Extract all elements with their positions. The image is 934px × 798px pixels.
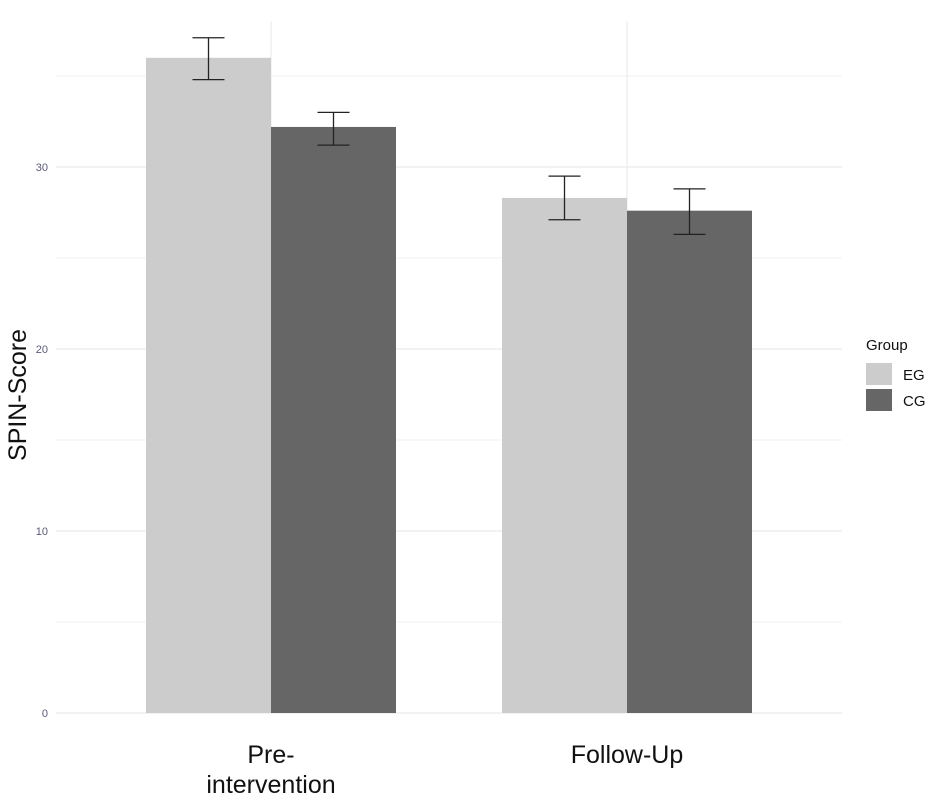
legend-swatch-cg [866, 389, 892, 411]
bars-layer [146, 57, 752, 714]
legend-swatch-eg [866, 363, 892, 385]
y-axis-ticks: 0 10 20 30 [36, 162, 48, 720]
x-tick-label: Follow-Up [571, 741, 684, 769]
y-tick-label: 30 [36, 162, 48, 174]
y-tick-label: 10 [36, 526, 48, 538]
y-tick-label: 20 [36, 344, 48, 356]
y-axis-title: SPIN-Score [4, 329, 32, 461]
legend-items: EG CG [866, 363, 926, 411]
x-tick-label: Pre-intervention [206, 741, 335, 798]
bar-cg-1 [627, 210, 752, 713]
legend-title: Group [866, 337, 908, 354]
x-tick-label-line: Pre- [247, 741, 294, 769]
legend-label-eg: EG [903, 367, 925, 384]
x-tick-label-line: Follow-Up [571, 741, 684, 769]
y-tick-label: 0 [42, 708, 48, 720]
x-tick-label-line: intervention [206, 771, 335, 798]
bar-eg-1 [502, 197, 627, 713]
legend: Group EG CG [866, 337, 926, 411]
bar-eg-0 [146, 57, 271, 714]
bar-cg-0 [271, 126, 396, 713]
legend-label-cg: CG [903, 393, 926, 410]
x-axis-ticks: Pre-intervention Follow-Up [206, 741, 683, 798]
errorbars-layer [192, 37, 706, 235]
